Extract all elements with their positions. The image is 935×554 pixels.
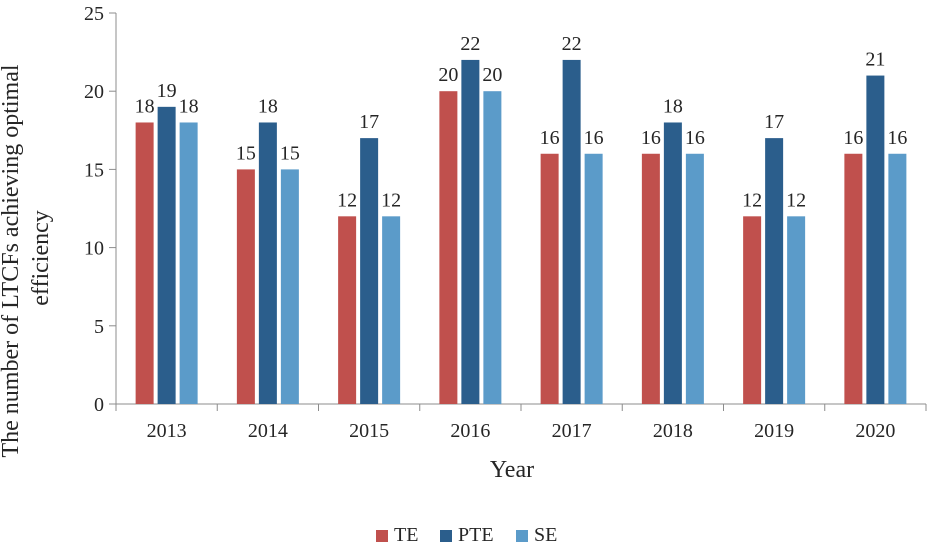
bar-pte — [157, 106, 176, 404]
legend-swatch-te — [376, 530, 388, 542]
bar-te — [641, 153, 660, 404]
x-tick-label: 2017 — [552, 420, 592, 442]
bar-pte — [765, 138, 784, 404]
data-label-te: 16 — [843, 127, 863, 149]
data-label-pte: 18 — [663, 95, 683, 117]
legend-swatch-se — [516, 530, 528, 542]
data-label-se: 16 — [887, 127, 907, 149]
y-tick-label: 10 — [84, 238, 104, 260]
data-label-te: 12 — [337, 189, 357, 211]
legend: TE PTE SE — [376, 524, 557, 546]
y-tick-label: 15 — [84, 159, 104, 181]
data-label-te: 16 — [641, 127, 661, 149]
data-label-se: 12 — [381, 189, 401, 211]
data-label-te: 16 — [540, 127, 560, 149]
data-label-se: 16 — [584, 127, 604, 149]
data-label-se: 12 — [786, 189, 806, 211]
data-label-te: 15 — [236, 142, 256, 164]
data-label-pte: 19 — [157, 80, 177, 102]
x-tick-label: 2019 — [754, 420, 794, 442]
y-axis-title-line-1: The number of LTCFs achieving optimal — [0, 64, 24, 457]
bar-se — [179, 122, 198, 404]
data-label-te: 18 — [135, 95, 155, 117]
x-tick-label: 2014 — [248, 420, 288, 442]
bar-te — [540, 153, 559, 404]
bar-te — [743, 216, 762, 404]
bar-te — [439, 91, 458, 404]
legend-swatch-pte — [440, 530, 452, 542]
y-tick-label: 5 — [94, 316, 104, 338]
bar-te — [135, 122, 154, 404]
y-tick-label: 20 — [84, 81, 104, 103]
data-label-te: 20 — [438, 64, 458, 86]
x-tick-label: 2020 — [855, 420, 895, 442]
bar-se — [888, 153, 907, 404]
bar-se — [483, 91, 502, 404]
data-label-pte: 17 — [359, 111, 379, 133]
x-axis-title: Year — [490, 457, 534, 483]
bar-pte — [258, 122, 277, 404]
plot-area: 0510152025201318191820141518152015121712… — [84, 3, 927, 442]
bar-te — [338, 216, 357, 404]
data-label-se: 15 — [280, 142, 300, 164]
bar-pte — [562, 59, 581, 405]
data-label-pte: 17 — [764, 111, 784, 133]
bar-se — [280, 169, 299, 404]
y-axis-title: The number of LTCFs achieving optimal ef… — [0, 58, 54, 457]
bar-pte — [360, 138, 379, 404]
data-label-te: 12 — [742, 189, 762, 211]
x-tick-label: 2018 — [653, 420, 693, 442]
data-label-se: 18 — [179, 95, 199, 117]
legend-label-pte: PTE — [458, 524, 494, 546]
legend-label-te: TE — [394, 524, 418, 546]
y-tick-label: 25 — [84, 3, 104, 25]
x-tick-label: 2015 — [349, 420, 389, 442]
bar-te — [844, 153, 863, 404]
bar-pte — [663, 122, 682, 404]
x-tick-label: 2013 — [147, 420, 187, 442]
bar-se — [787, 216, 806, 404]
x-tick-label: 2016 — [450, 420, 490, 442]
bar-se — [382, 216, 401, 404]
y-axis-title-line-2: efficiency — [28, 210, 54, 306]
bar-se — [685, 153, 704, 404]
data-label-pte: 22 — [460, 33, 480, 55]
y-tick-label: 0 — [94, 394, 104, 416]
bar-te — [236, 169, 255, 404]
data-label-se: 16 — [685, 127, 705, 149]
legend-label-se: SE — [534, 524, 557, 546]
bar-se — [584, 153, 603, 404]
bar-pte — [866, 75, 885, 404]
data-label-pte: 21 — [865, 49, 885, 71]
data-label-pte: 22 — [562, 33, 582, 55]
data-label-se: 20 — [482, 64, 502, 86]
data-label-pte: 18 — [258, 95, 278, 117]
bar-pte — [461, 59, 480, 405]
